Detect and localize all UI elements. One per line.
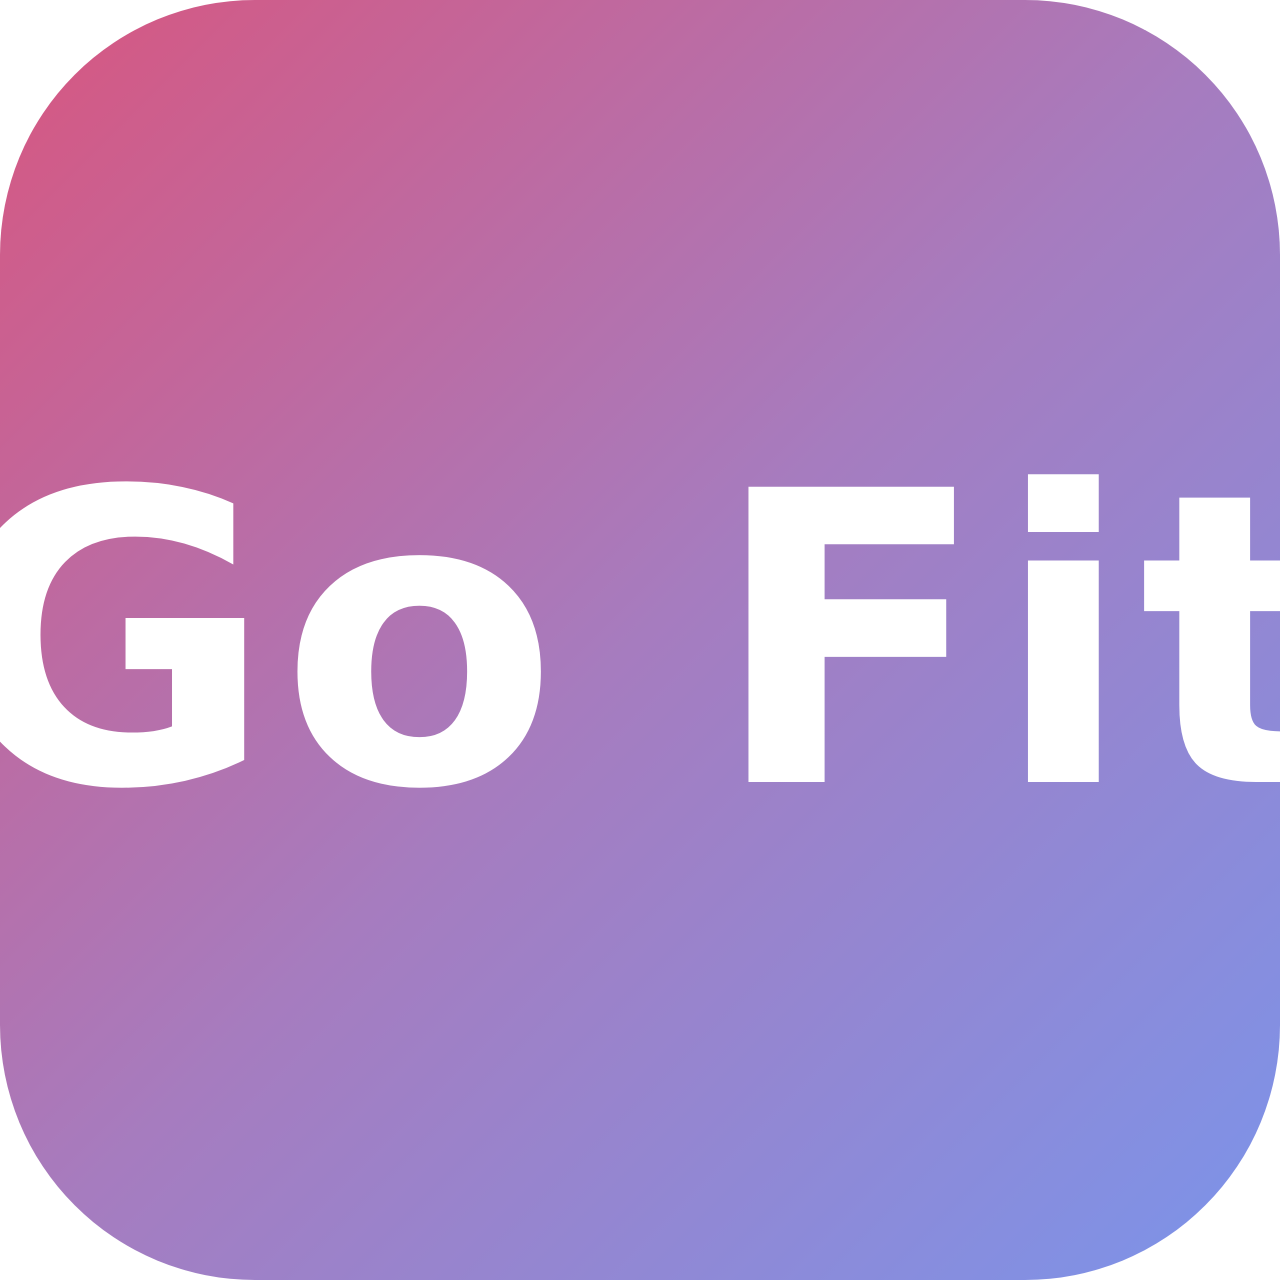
- logo-text: Go Fit: [0, 406, 1280, 878]
